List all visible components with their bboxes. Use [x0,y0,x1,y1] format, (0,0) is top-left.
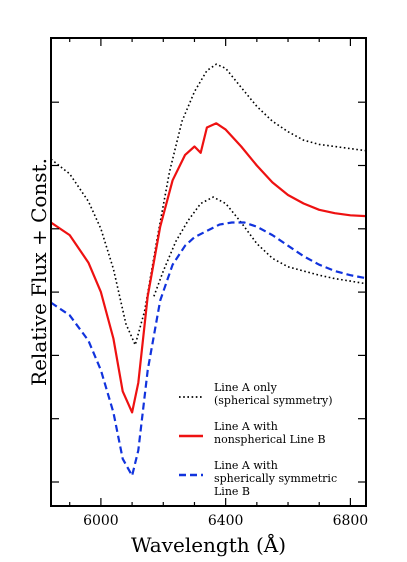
legend-label: spherically symmetric [214,472,337,485]
legend-label: Line A with [214,420,278,433]
series-layer [51,63,366,477]
y-axis-label: Relative Flux + Const. [27,158,51,386]
series-line-3 [51,122,366,414]
x-axis-label: Wavelength (Å) [131,532,286,557]
series-line-1 [51,63,366,346]
legend-label: Line A only [214,381,278,394]
ticks-layer: 6000 6400 6800 [51,38,368,529]
plot-frame [50,37,367,507]
legend-label: nonspherical Line B [214,433,326,446]
legend-label: (spherical symmetry) [214,394,333,407]
x-tick-label: 6800 [333,513,369,529]
x-tick-label: 6400 [208,513,244,529]
legend-label: Line A with [214,459,278,472]
legend-label: Line B [214,485,250,498]
x-tick-label: 6000 [83,513,119,529]
legend: Line A only(spherical symmetry) Line A wi… [179,381,337,498]
